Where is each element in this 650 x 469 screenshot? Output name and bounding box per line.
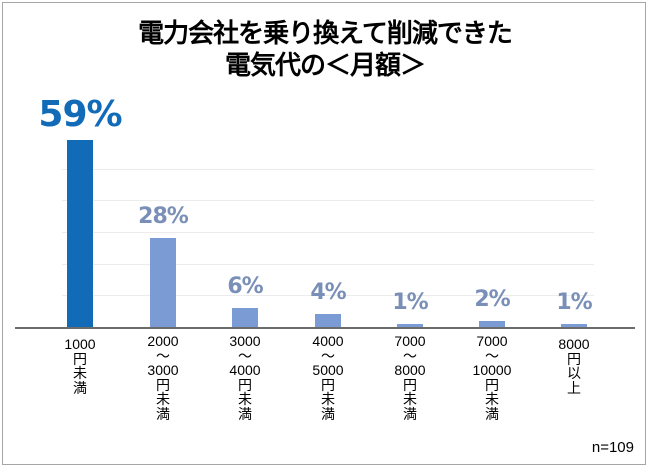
gridline — [62, 169, 594, 170]
bar-value-label: 2% — [474, 287, 510, 312]
x-axis-category-label: 4000 ～ 5000 円 未 満 — [312, 333, 344, 422]
x-axis-category-label: 7000 ～ 8000 円 未 満 — [394, 333, 426, 422]
sample-size-note: n=109 — [591, 439, 634, 456]
gridline — [62, 200, 594, 201]
bar — [315, 314, 341, 327]
bar-value-label: 59% — [38, 94, 122, 135]
chart-title-line2: 電気代の＜月額＞ — [224, 51, 426, 81]
bar — [479, 321, 505, 327]
bar — [397, 324, 423, 327]
x-axis-category-label: 3000 ～ 4000 円 未 満 — [229, 333, 261, 422]
x-axis-category-label: 2000 ～ 3000 円 未 満 — [147, 333, 179, 422]
bar-value-label: 28% — [138, 204, 189, 229]
bar-value-label: 6% — [227, 274, 263, 299]
x-axis-category-label: 1000 円 未 満 — [64, 336, 96, 396]
x-axis-line — [15, 327, 635, 329]
bar — [67, 140, 93, 327]
bar-value-label: 4% — [310, 280, 346, 305]
x-axis-category-label: 7000 ～ 10000 円 未 満 — [472, 333, 512, 422]
bar — [150, 238, 176, 327]
gridline — [62, 264, 594, 265]
chart-title-line1: 電力会社を乗り換えて削減できた — [138, 19, 513, 49]
bar — [561, 324, 587, 327]
bar — [232, 308, 258, 327]
chart-frame — [2, 2, 646, 465]
gridline — [62, 295, 594, 296]
x-axis-category-label: 8000 円 以 上 — [558, 336, 590, 396]
bar-value-label: 1% — [556, 290, 592, 315]
bar-value-label: 1% — [392, 290, 428, 315]
gridline — [62, 232, 594, 233]
